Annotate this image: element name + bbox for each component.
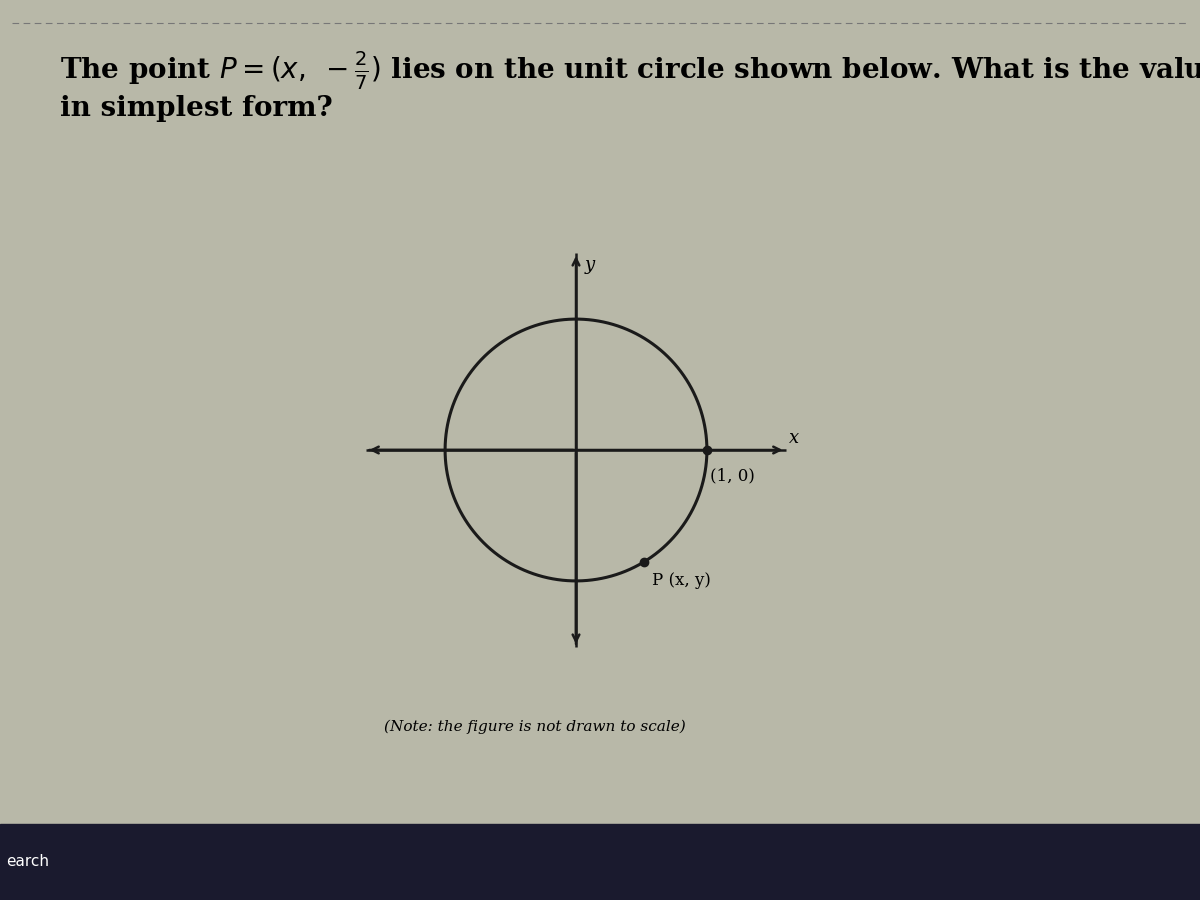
Text: (Note: the figure is not drawn to scale): (Note: the figure is not drawn to scale) [384,720,685,734]
Text: x: x [790,429,799,447]
Text: y: y [586,256,595,274]
Text: The point $P = (x,\ -\frac{2}{7})$ lies on the unit circle shown below. What is : The point $P = (x,\ -\frac{2}{7})$ lies … [60,50,1200,92]
Text: P (x, y): P (x, y) [652,572,710,590]
Text: earch: earch [6,854,49,869]
Text: (1, 0): (1, 0) [709,467,755,484]
Bar [0,824,1200,900]
Text: in simplest form?: in simplest form? [60,94,332,122]
